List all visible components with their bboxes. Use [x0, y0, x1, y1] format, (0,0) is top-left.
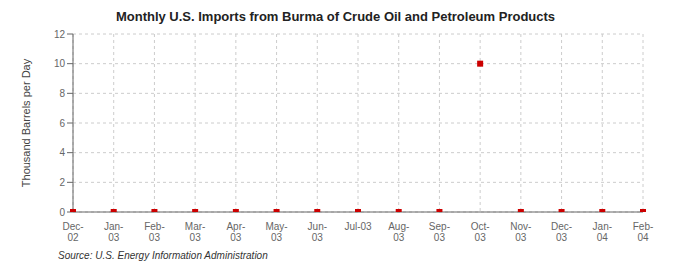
svg-text:Feb-03: Feb-03 — [144, 221, 165, 243]
svg-text:0: 0 — [59, 207, 65, 218]
html-text:Monthly U.S. Imports from Burm: Monthly U.S. Imports from Burma of Crude… — [115, 9, 556, 24]
svg-text:Jun-03: Jun-03 — [308, 221, 327, 243]
svg-text:Thousand Barrels per Day: Thousand Barrels per Day — [20, 58, 32, 187]
svg-text:May-03: May-03 — [265, 221, 287, 243]
svg-text:Mar-03: Mar-03 — [185, 221, 206, 243]
svg-text:12: 12 — [54, 29, 66, 40]
svg-text:Jan-04: Jan-04 — [593, 221, 612, 243]
svg-text:Dec-02: Dec-02 — [62, 221, 83, 243]
svg-text:6: 6 — [59, 118, 65, 129]
svg-text:8: 8 — [59, 88, 65, 99]
svg-text:4: 4 — [59, 147, 65, 158]
svg-text:Feb-04: Feb-04 — [633, 221, 654, 243]
svg-text:Oct-03: Oct-03 — [471, 221, 490, 243]
svg-text:Jul-03: Jul-03 — [344, 221, 372, 232]
html-text:Source: U.S. Energy Informatio: Source: U.S. Energy Information Administ… — [58, 250, 268, 261]
svg-text:Jan-03: Jan-03 — [104, 221, 123, 243]
svg-text:Sep-03: Sep-03 — [429, 221, 450, 243]
svg-text:2: 2 — [59, 177, 65, 188]
svg-text:10: 10 — [54, 58, 66, 69]
svg-text:Apr-03: Apr-03 — [226, 221, 245, 243]
svg-text:Dec-03: Dec-03 — [551, 221, 572, 243]
svg-text:Nov-03: Nov-03 — [510, 221, 531, 243]
svg-text:Aug-03: Aug-03 — [388, 221, 409, 243]
